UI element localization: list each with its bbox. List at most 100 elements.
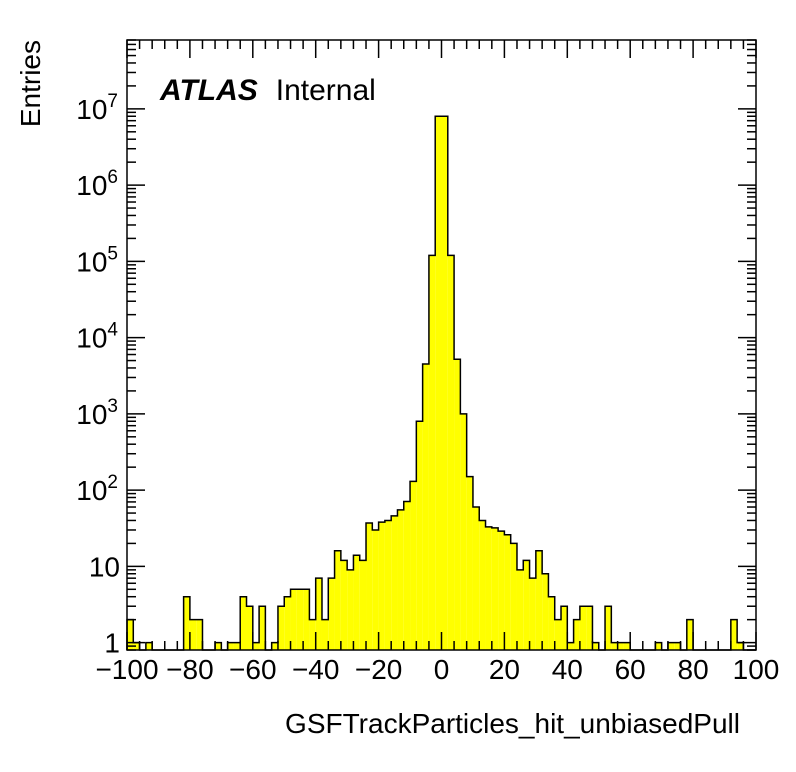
histogram-bar [277,606,285,650]
histogram-bar [561,606,568,650]
histogram-bar [259,606,266,650]
histogram-bar [529,578,536,650]
histogram-bar [655,642,662,650]
histogram-bar [548,596,555,650]
histogram-bar [491,527,499,650]
histogram-bar [315,578,322,650]
x-tick-label: −100 [95,654,158,685]
histogram-bar [215,642,222,650]
histogram-bar [309,619,316,650]
histogram-bar [535,550,543,650]
histogram-bar [605,606,612,650]
histogram-bar [284,596,291,650]
atlas-label: ATLAS [159,74,258,107]
histogram-bar [347,569,354,650]
histogram-bar [303,589,310,650]
histogram-bar [145,642,153,650]
histogram-bar [667,642,675,650]
histogram-bar [384,520,392,650]
histogram-bar [246,606,253,650]
histogram-bar [460,413,467,650]
histogram-bar [617,642,624,650]
histogram-bar [523,560,530,650]
y-tick-labels: 1 10 102 103 104 105 106 107 [76,91,120,659]
histogram-bar [504,534,511,650]
histogram-bar [435,116,442,650]
histogram-bar [485,526,492,650]
y-tick-label: 102 [76,472,118,506]
x-tick-label: 40 [552,654,583,685]
histogram-bar [359,560,367,650]
histogram-bar [196,619,203,650]
histogram-bar [510,543,517,650]
histogram-bar [573,619,580,650]
histogram-bar [737,642,744,650]
x-tick-label: 80 [678,654,709,685]
histogram-bar [466,476,473,650]
histogram-bar [592,642,599,650]
histogram-bar [498,531,505,650]
histogram-bar [422,364,429,650]
x-tick-label: −80 [166,654,214,685]
x-tick-label: −40 [292,654,340,685]
x-tick-label: 60 [615,654,646,685]
histogram-bar [472,507,480,650]
histogram-bar [240,596,247,650]
histogram-bar [353,555,360,650]
histogram-bar [416,421,423,650]
internal-label: Internal [276,74,376,107]
y-axis-label: Entries [15,40,46,127]
histogram-bar [340,560,348,650]
histogram-bar [133,642,140,650]
histogram-bar [441,116,448,650]
histogram-bar [183,596,190,650]
x-tick-labels: −100 −80 −60 −40 −20 0 20 40 60 80 100 [95,654,779,685]
histogram-bar [290,589,297,650]
x-tick-label: −60 [229,654,277,685]
histogram-bar [321,619,329,650]
histogram-bar [428,255,436,650]
histogram-bar [233,642,241,650]
histogram-bar [686,619,694,650]
x-tick-label: 20 [489,654,520,685]
histogram-bar [391,515,398,650]
histogram-bar [611,642,618,650]
histogram-bar [567,642,574,650]
y-tick-label: 10 [89,551,120,582]
histogram-bar [674,642,681,650]
x-tick-label: 0 [434,654,450,685]
histogram-bar [579,606,587,650]
histogram-bar [378,522,385,650]
histogram-bar [296,589,304,650]
histogram-bar [542,573,549,650]
histogram-bar [334,550,341,650]
histogram-bar [730,619,738,650]
histogram-bar [447,255,455,650]
histogram-bar [554,619,562,650]
histogram-bars [126,115,756,651]
histogram-bar [372,529,379,650]
histogram-bar [410,481,417,650]
x-axis-label: GSFTrackParticles_hit_unbiasedPull [285,708,740,739]
histogram-bar [403,501,411,650]
y-tick-label: 107 [76,91,118,125]
y-tick-label: 104 [76,320,118,354]
axis-ticks [126,39,757,651]
histogram-bar [189,619,197,650]
histogram-bar [127,619,134,650]
histogram-bar [623,642,631,650]
y-tick-label: 106 [76,167,118,201]
histogram-bar [328,578,335,650]
histogram-bar [252,642,260,650]
y-tick-label: 103 [76,396,118,430]
histogram-bar [227,642,234,650]
histogram-bar [454,359,461,650]
histogram-bar [397,509,404,650]
x-tick-label: 100 [733,654,780,685]
histogram-bar [586,606,593,650]
histogram-bar [271,642,278,650]
x-tick-label: −20 [355,654,403,685]
atlas-annotation: ATLAS Internal [159,74,376,107]
y-tick-label: 105 [76,243,118,277]
